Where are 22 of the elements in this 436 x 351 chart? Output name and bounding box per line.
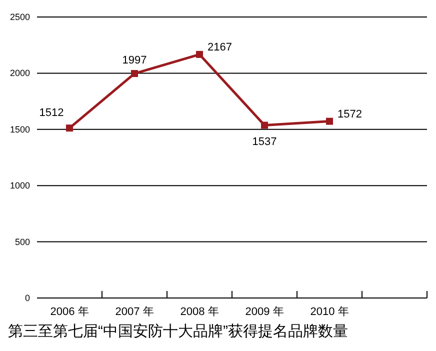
- ytick: 1500: [10, 124, 30, 134]
- data-label: 1537: [252, 136, 277, 148]
- xtick: 2009 年: [245, 306, 284, 318]
- ytick: 2000: [10, 68, 30, 78]
- data-label: 2167: [208, 41, 232, 54]
- point: [131, 70, 138, 78]
- ytick: 0: [24, 293, 30, 303]
- ytick: 500: [14, 236, 30, 247]
- xtick: 2010 年: [310, 306, 349, 318]
- data-label: 1997: [122, 54, 147, 67]
- point: [196, 50, 203, 58]
- ytick: 2500: [10, 12, 30, 22]
- xtick: 2006 年: [50, 306, 89, 318]
- ytick: 1000: [10, 180, 30, 191]
- point: [326, 118, 333, 125]
- data-label: 1512: [39, 107, 64, 120]
- point: [261, 122, 268, 129]
- xtick: 2007 年: [115, 306, 154, 318]
- xtick: 2008 年: [180, 306, 219, 318]
- data-label: 1572: [338, 108, 362, 120]
- title: 第三至第七届“中国安防十大品牌”获得提名品牌数量: [8, 323, 348, 340]
- point: [66, 124, 73, 132]
